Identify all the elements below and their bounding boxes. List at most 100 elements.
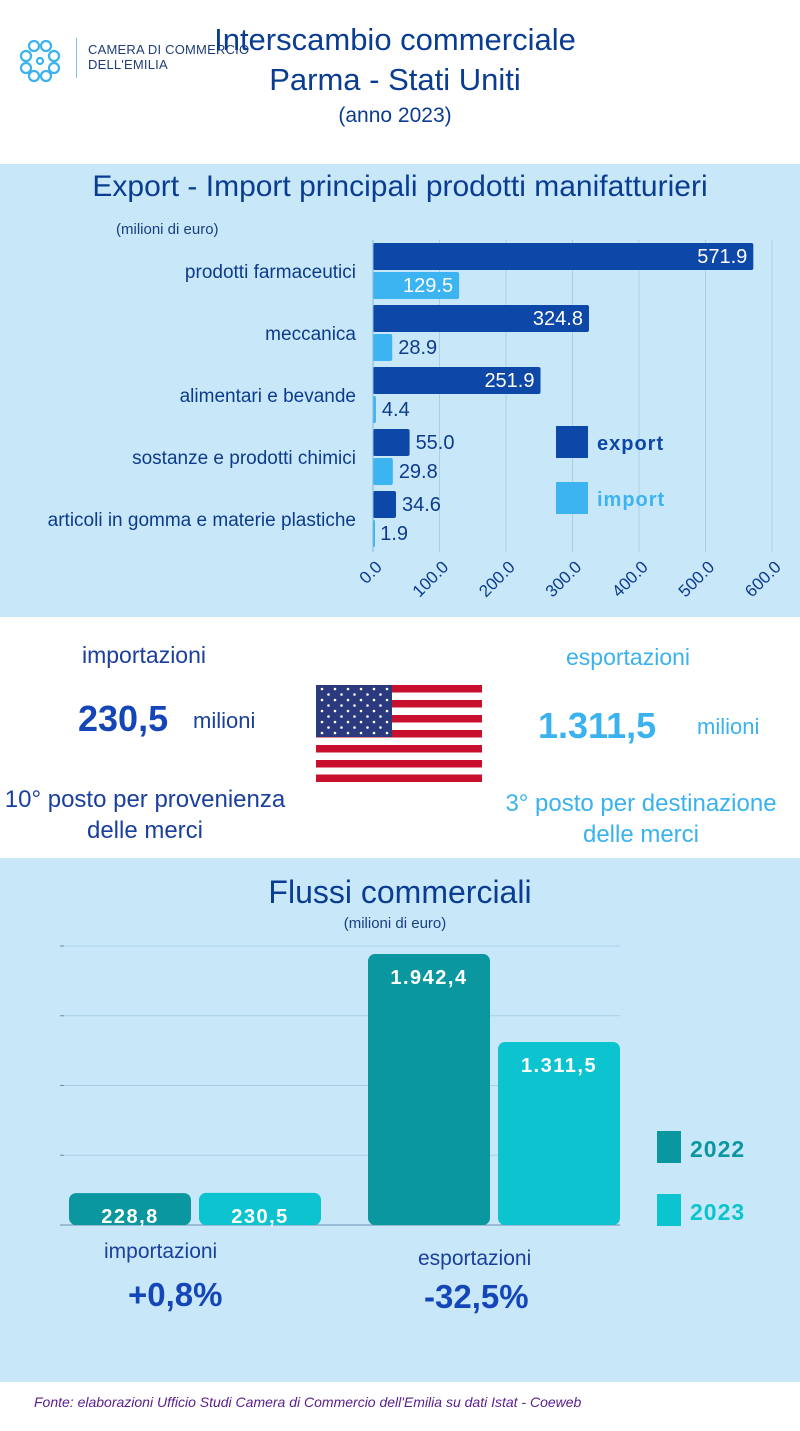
imports-label: importazioni	[82, 642, 206, 668]
org-name: CAMERA DI COMMERCIO DELL'EMILIA	[88, 42, 249, 72]
flag-star	[385, 731, 389, 735]
flag-star	[379, 693, 382, 696]
flag-star	[372, 731, 376, 735]
flag-star	[385, 709, 389, 713]
flag-star	[359, 709, 363, 713]
import-bar	[373, 458, 393, 485]
flows-bar-chart: 228,8 230,5 1.942,4 1.311,5 2022 2023	[60, 945, 745, 1228]
flag-star	[327, 704, 330, 707]
flag-star	[320, 698, 324, 702]
legend-import-swatch	[556, 482, 588, 514]
flag-star	[333, 709, 337, 713]
bar-2023	[199, 1192, 321, 1225]
category-label: alimentari e bevande	[180, 386, 356, 407]
org-name-line2: DELL'EMILIA	[88, 57, 168, 72]
flows-exports-change: -32,5%	[424, 1278, 529, 1315]
legend-export-label: export	[597, 433, 664, 455]
flag-star	[359, 698, 363, 702]
flag-star	[333, 698, 337, 702]
flag-star	[327, 726, 330, 729]
flag-star	[372, 720, 376, 724]
flag-star	[366, 704, 369, 707]
flag-star	[353, 726, 356, 729]
flag-star	[346, 731, 350, 735]
flag-star	[372, 687, 376, 691]
import-value-label: 129.5	[403, 275, 453, 297]
flag-star	[353, 704, 356, 707]
bar-2023-value-label: 1.311,5	[521, 1055, 597, 1077]
flag-star	[327, 715, 330, 718]
bar-2022-value-label: 1.942,4	[390, 967, 467, 989]
usa-flag-icon	[316, 685, 482, 782]
flag-star	[320, 687, 324, 691]
flag-star	[327, 693, 330, 696]
export-value-label: 251.9	[484, 370, 534, 392]
import-bar	[373, 396, 376, 423]
flag-star	[346, 720, 350, 724]
x-tick-label: 0.0	[356, 557, 386, 587]
flag-star	[385, 720, 389, 724]
org-name-line1: CAMERA DI COMMERCIO	[88, 42, 250, 57]
flag-star	[340, 704, 343, 707]
products-chart-title: Export - Import principali prodotti mani…	[92, 170, 708, 203]
flows-chart-unit: (milioni di euro)	[343, 915, 447, 932]
flag-star	[372, 709, 376, 713]
imports-rank: 10° posto per provenienza delle merci	[4, 786, 286, 844]
exports-rank: 3° posto per destinazione delle merci	[505, 790, 777, 848]
x-tick-label: 400.0	[608, 557, 652, 601]
import-bar	[373, 272, 460, 299]
export-value-label: 324.8	[533, 308, 583, 330]
category-label: sostanze e prodotti chimici	[132, 448, 356, 469]
flag-star	[346, 709, 350, 713]
export-value-label: 34.6	[402, 494, 441, 516]
flag-star	[320, 731, 324, 735]
export-bar	[373, 367, 541, 394]
legend-2022-label: 2022	[690, 1136, 745, 1162]
export-bar	[373, 243, 754, 270]
flag-star	[333, 720, 337, 724]
x-tick-label: 500.0	[675, 557, 719, 601]
flag-star	[346, 698, 350, 702]
export-bar	[373, 491, 397, 518]
flag-star	[359, 687, 363, 691]
bar-2022	[368, 954, 490, 1225]
products-bar-chart: 0.0 100.0 200.0 300.0 400.0 500.0 600.0 prodott…	[48, 240, 785, 601]
x-tick-label: 200.0	[475, 557, 519, 601]
logo-icon	[19, 39, 61, 83]
import-bar	[373, 334, 393, 361]
import-value-label: 28.9	[398, 337, 437, 359]
flag-star	[340, 715, 343, 718]
flag-star	[359, 720, 363, 724]
import-value-label: 1.9	[380, 523, 408, 545]
flows-chart-title: Flussi commerciali	[268, 874, 532, 910]
flag-star	[385, 698, 389, 702]
flag-star	[320, 709, 324, 713]
flag-star	[340, 693, 343, 696]
bar-2022	[69, 1193, 191, 1225]
import-value-label: 29.8	[399, 461, 438, 483]
bar-2023-value-label: 230,5	[231, 1206, 289, 1228]
flows-exports-label: esportazioni	[418, 1247, 532, 1270]
category-label: meccanica	[265, 324, 356, 345]
import-value-label: 4.4	[382, 399, 410, 421]
legend-2023-label: 2023	[690, 1199, 745, 1225]
category-label: articoli in gomma e materie plastiche	[48, 510, 356, 531]
flows-imports-label: importazioni	[104, 1240, 218, 1263]
category-label: prodotti farmaceutici	[185, 262, 356, 283]
flag-star	[340, 726, 343, 729]
flag-star	[359, 731, 363, 735]
imports-value: 230,5	[78, 698, 169, 739]
flag-star	[385, 687, 389, 691]
export-value-label: 571.9	[697, 246, 747, 268]
legend-import-label: import	[597, 489, 665, 511]
flag-star	[379, 715, 382, 718]
imports-unit: milioni	[193, 708, 256, 733]
source-note: Fonte: elaborazioni Ufficio Studi Camera…	[34, 1394, 582, 1410]
flag-star	[353, 693, 356, 696]
flag-star	[366, 693, 369, 696]
exports-value: 1.311,5	[538, 705, 657, 746]
flag-star	[320, 720, 324, 724]
x-tick-label: 100.0	[409, 557, 453, 601]
page-title-line2: Parma - Stati Uniti	[269, 62, 521, 97]
exports-unit: milioni	[697, 714, 760, 739]
